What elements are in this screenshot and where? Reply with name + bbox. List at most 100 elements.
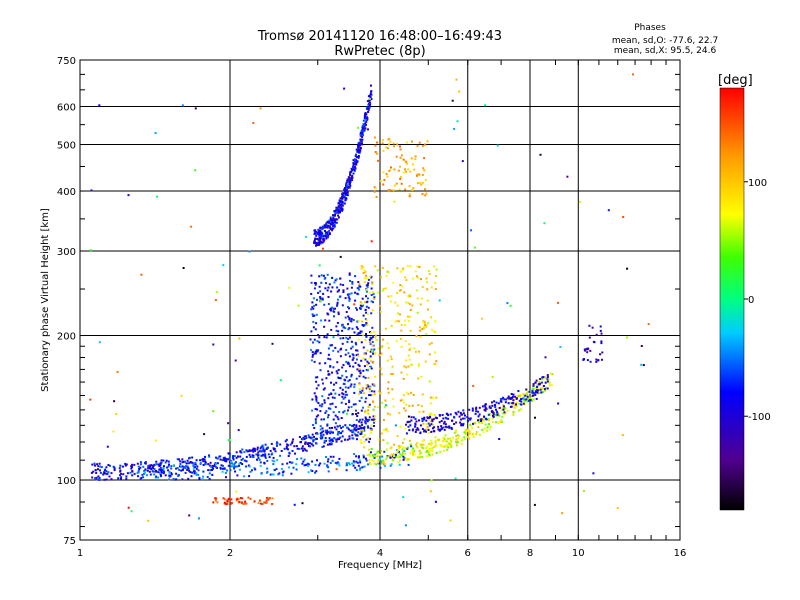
data-point xyxy=(404,452,407,455)
data-point xyxy=(192,463,195,465)
data-point xyxy=(341,209,344,212)
data-point xyxy=(364,308,367,311)
data-point xyxy=(240,501,243,504)
data-point xyxy=(327,416,329,419)
data-point xyxy=(363,129,366,131)
data-point xyxy=(248,475,251,478)
data-point xyxy=(368,390,371,393)
data-point xyxy=(424,143,427,146)
data-point xyxy=(520,408,523,411)
data-point xyxy=(489,407,492,409)
data-point xyxy=(304,441,307,444)
data-point xyxy=(424,360,427,363)
data-point xyxy=(548,382,551,385)
data-point xyxy=(494,406,497,409)
data-point xyxy=(424,321,427,324)
data-point xyxy=(420,405,423,408)
data-point xyxy=(99,471,102,474)
data-point xyxy=(313,240,316,243)
data-point xyxy=(341,392,344,395)
data-point xyxy=(352,431,355,434)
data-point xyxy=(313,232,316,235)
data-point xyxy=(346,438,349,441)
data-point xyxy=(362,357,365,360)
data-point xyxy=(336,321,339,324)
data-point xyxy=(557,402,560,405)
data-point xyxy=(307,463,310,465)
data-point xyxy=(370,337,373,340)
data-point xyxy=(365,288,368,291)
data-point xyxy=(248,465,251,468)
data-point xyxy=(471,409,474,412)
data-point xyxy=(473,246,476,249)
data-point xyxy=(326,220,329,223)
data-point xyxy=(332,336,335,339)
data-point xyxy=(430,417,432,420)
data-point xyxy=(118,467,121,470)
data-point xyxy=(365,397,368,400)
data-point xyxy=(338,411,341,413)
data-point xyxy=(416,144,419,147)
data-point xyxy=(321,298,324,301)
data-point xyxy=(333,437,336,439)
data-point xyxy=(328,442,331,445)
grid-lines xyxy=(80,60,680,540)
data-point xyxy=(211,466,214,469)
data-point xyxy=(601,351,604,354)
data-point xyxy=(347,179,350,182)
data-point xyxy=(541,376,544,379)
data-point xyxy=(204,455,206,458)
data-point xyxy=(347,409,349,412)
data-point xyxy=(529,399,532,402)
data-point xyxy=(409,424,412,427)
data-point xyxy=(492,414,494,417)
data-point xyxy=(607,209,610,212)
data-point xyxy=(528,399,531,402)
data-point xyxy=(405,279,408,282)
data-point xyxy=(339,377,342,380)
data-point xyxy=(430,341,433,344)
data-point xyxy=(345,193,348,196)
data-point xyxy=(374,151,377,153)
data-point xyxy=(346,184,349,187)
data-point xyxy=(404,168,406,171)
data-point xyxy=(368,453,371,456)
data-point xyxy=(495,421,498,424)
data-point xyxy=(420,443,423,446)
data-point xyxy=(327,373,330,376)
data-point xyxy=(379,458,382,460)
data-point xyxy=(416,311,419,314)
data-point xyxy=(365,387,368,390)
data-point xyxy=(284,440,287,443)
data-point xyxy=(370,429,373,432)
data-point xyxy=(430,439,433,442)
data-point xyxy=(431,420,434,423)
data-point xyxy=(408,193,411,196)
data-point xyxy=(343,202,346,205)
data-point xyxy=(424,188,426,191)
data-point xyxy=(201,458,204,461)
data-point xyxy=(201,478,204,481)
data-point xyxy=(311,351,314,354)
data-point xyxy=(409,443,412,446)
data-point xyxy=(204,461,207,464)
data-point xyxy=(323,462,326,465)
data-point xyxy=(261,444,264,447)
data-point xyxy=(372,291,375,294)
data-point xyxy=(453,423,456,425)
data-point xyxy=(403,407,406,410)
data-point xyxy=(355,409,357,412)
data-point xyxy=(360,442,363,444)
data-point xyxy=(534,381,537,384)
data-point xyxy=(404,447,407,450)
data-point xyxy=(370,332,373,335)
data-point xyxy=(319,425,322,428)
data-point xyxy=(163,471,165,473)
data-point xyxy=(372,293,375,296)
data-point xyxy=(315,242,318,245)
data-point xyxy=(271,452,274,455)
data-point xyxy=(98,104,101,107)
data-point xyxy=(455,444,458,447)
data-point xyxy=(324,235,327,237)
data-point xyxy=(379,466,382,469)
